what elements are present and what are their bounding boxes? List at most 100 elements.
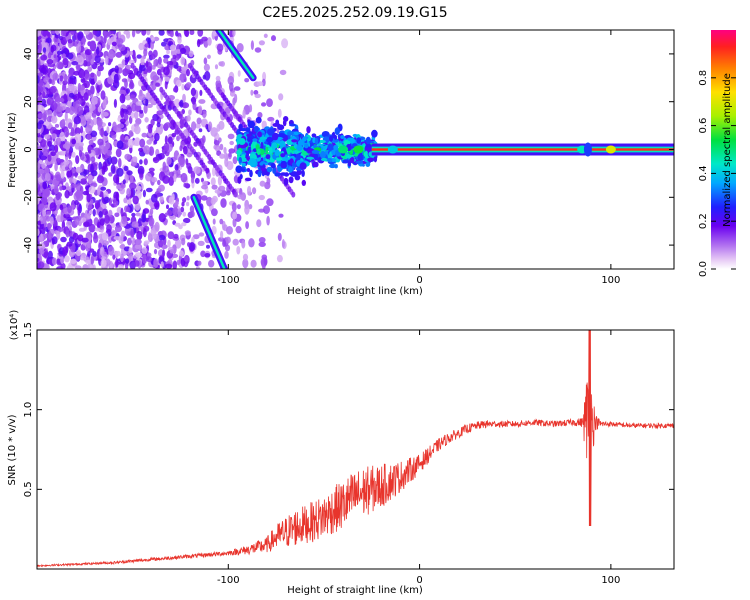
- noise-blob: [181, 237, 186, 246]
- noise-blob: [85, 49, 92, 56]
- noise-blob: [180, 47, 187, 55]
- noise-blob: [41, 132, 45, 139]
- noise-blob: [131, 30, 136, 38]
- noise-blob: [125, 94, 131, 101]
- noise-blob: [131, 212, 136, 217]
- noise-blob: [118, 158, 122, 168]
- noise-blob: [119, 187, 125, 195]
- noise-blob: [182, 102, 190, 109]
- noise-blob: [71, 151, 76, 158]
- spectrogram-y-axis-label: Frequency (Hz): [7, 112, 18, 188]
- noise-blob: [97, 221, 101, 228]
- noise-blob: [65, 166, 69, 171]
- noise-blob: [181, 66, 188, 71]
- noise-blob: [148, 146, 155, 157]
- noise-blob: [258, 237, 266, 243]
- noise-blob: [75, 190, 83, 199]
- noise-blob: [59, 131, 66, 142]
- noise-blob: [159, 196, 164, 203]
- noise-blob: [55, 30, 60, 36]
- noise-blob: [76, 54, 83, 63]
- noise-blob: [90, 58, 94, 65]
- turbulence-blob: [242, 144, 246, 149]
- noise-blob: [60, 213, 64, 223]
- noise-blob: [37, 58, 41, 69]
- noise-blob: [141, 30, 147, 36]
- noise-blob: [97, 105, 102, 113]
- noise-blob: [72, 167, 76, 174]
- noise-blob: [70, 183, 78, 188]
- noise-blob: [179, 145, 183, 152]
- noise-blob: [115, 191, 120, 202]
- noise-blob: [208, 259, 215, 268]
- noise-blob: [203, 63, 210, 72]
- noise-blob: [142, 254, 148, 264]
- turbulence-blob: [274, 172, 281, 177]
- colorbar-tick-label: 0.4: [698, 165, 709, 181]
- noise-blob: [257, 112, 263, 119]
- noise-blob: [241, 239, 246, 249]
- noise-blob: [116, 167, 124, 177]
- noise-blob: [261, 102, 267, 107]
- y-tick-label: 0.5: [23, 481, 34, 497]
- noise-blob: [48, 230, 52, 240]
- x-tick-label: 100: [601, 275, 620, 286]
- noise-blob: [70, 258, 77, 264]
- noise-blob: [132, 156, 138, 163]
- noise-blob: [88, 210, 94, 215]
- noise-blob: [47, 140, 52, 147]
- noise-blob: [204, 70, 211, 81]
- noise-blob: [132, 195, 139, 205]
- noise-blob: [169, 44, 176, 52]
- turbulence-blob: [314, 137, 319, 145]
- noise-blob: [134, 244, 141, 249]
- noise-blob: [186, 68, 190, 77]
- noise-blob: [201, 184, 208, 190]
- noise-blob: [142, 189, 146, 198]
- noise-blob: [185, 82, 192, 88]
- noise-blob: [110, 164, 116, 174]
- noise-blob: [213, 140, 220, 146]
- noise-blob: [49, 216, 54, 225]
- noise-blob: [198, 128, 203, 133]
- noise-blob: [77, 206, 81, 217]
- noise-blob: [37, 96, 42, 102]
- noise-blob: [53, 54, 57, 59]
- noise-blob: [37, 228, 40, 236]
- noise-blob: [102, 42, 106, 49]
- noise-blob: [37, 86, 41, 95]
- noise-blob: [119, 93, 126, 104]
- noise-blob: [145, 199, 149, 205]
- noise-blob: [153, 248, 158, 255]
- noise-blob: [211, 208, 218, 217]
- turbulence-blob: [306, 156, 314, 160]
- noise-blob: [125, 258, 130, 264]
- spectrogram-x-axis-label: Height of straight line (km): [287, 286, 423, 297]
- noise-blob: [88, 149, 92, 154]
- noise-blob: [81, 237, 89, 243]
- noise-blob: [173, 173, 177, 183]
- noise-blob: [247, 185, 252, 196]
- noise-blob: [250, 40, 254, 51]
- noise-blob: [115, 51, 123, 58]
- noise-blob: [50, 46, 55, 53]
- noise-blob: [136, 185, 142, 191]
- noise-blob: [180, 172, 188, 183]
- turbulence-blob: [241, 168, 246, 172]
- noise-blob: [200, 195, 208, 201]
- turbulence-blob: [266, 166, 273, 173]
- noise-blob: [183, 217, 191, 224]
- noise-blob: [143, 145, 151, 155]
- noise-blob: [220, 198, 227, 208]
- turbulence-blob: [296, 153, 301, 161]
- noise-blob: [143, 228, 147, 238]
- noise-blob: [258, 40, 265, 46]
- turbulence-blob: [334, 134, 337, 140]
- noise-blob: [105, 55, 109, 65]
- noise-blob: [237, 194, 244, 200]
- noise-blob: [215, 75, 221, 82]
- turbulence-blob: [301, 169, 305, 177]
- noise-blob: [46, 196, 54, 204]
- noise-blob: [153, 36, 160, 42]
- noise-blob: [108, 50, 115, 60]
